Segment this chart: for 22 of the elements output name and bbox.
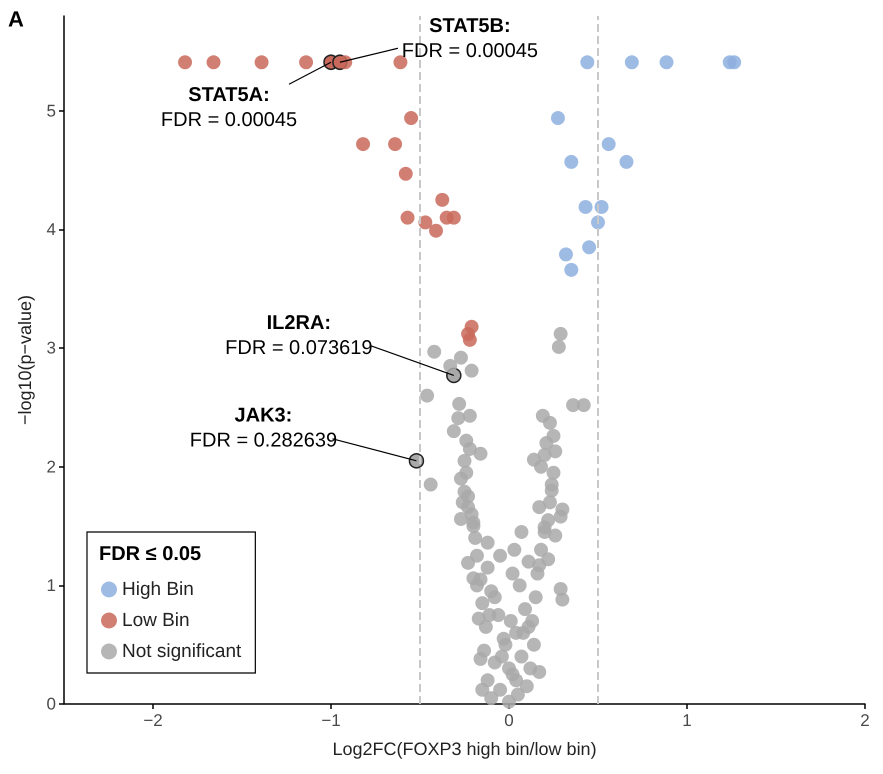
- y-tick-label: 0: [46, 694, 56, 714]
- legend-label: Not significant: [122, 641, 242, 662]
- y-axis-title: −log10(p−value): [15, 294, 35, 426]
- y-tick-label: 3: [46, 338, 56, 358]
- text: A: [8, 6, 24, 32]
- x-axis-title: Log2FC(FOXP3 high bin/low bin): [332, 739, 597, 759]
- annotation: STAT5B: FDR = 0.00045: [402, 14, 538, 62]
- annotation: IL2RA: FDR = 0.073619: [225, 312, 372, 359]
- annotation: JAK3: FDR = 0.282639: [190, 404, 338, 452]
- y-tick-label: 4: [46, 220, 56, 240]
- x-tick-label: −1: [321, 711, 341, 730]
- y-tick-label: 1: [46, 576, 56, 595]
- legend-label: Low Bin: [122, 610, 190, 631]
- legend-title: FDR ≤ 0.05: [99, 543, 202, 565]
- x-tick-label: 0: [504, 711, 514, 730]
- x-tick-label: 2: [860, 711, 870, 730]
- legend-label: High Bin: [122, 579, 194, 600]
- annotation: STAT5A: FDR = 0.00045: [160, 84, 298, 131]
- x-tick-label: −2: [143, 711, 163, 730]
- y-tick-label: 5: [46, 101, 56, 120]
- x-tick-label: 1: [682, 711, 692, 730]
- y-tick-label: 2: [46, 457, 56, 476]
